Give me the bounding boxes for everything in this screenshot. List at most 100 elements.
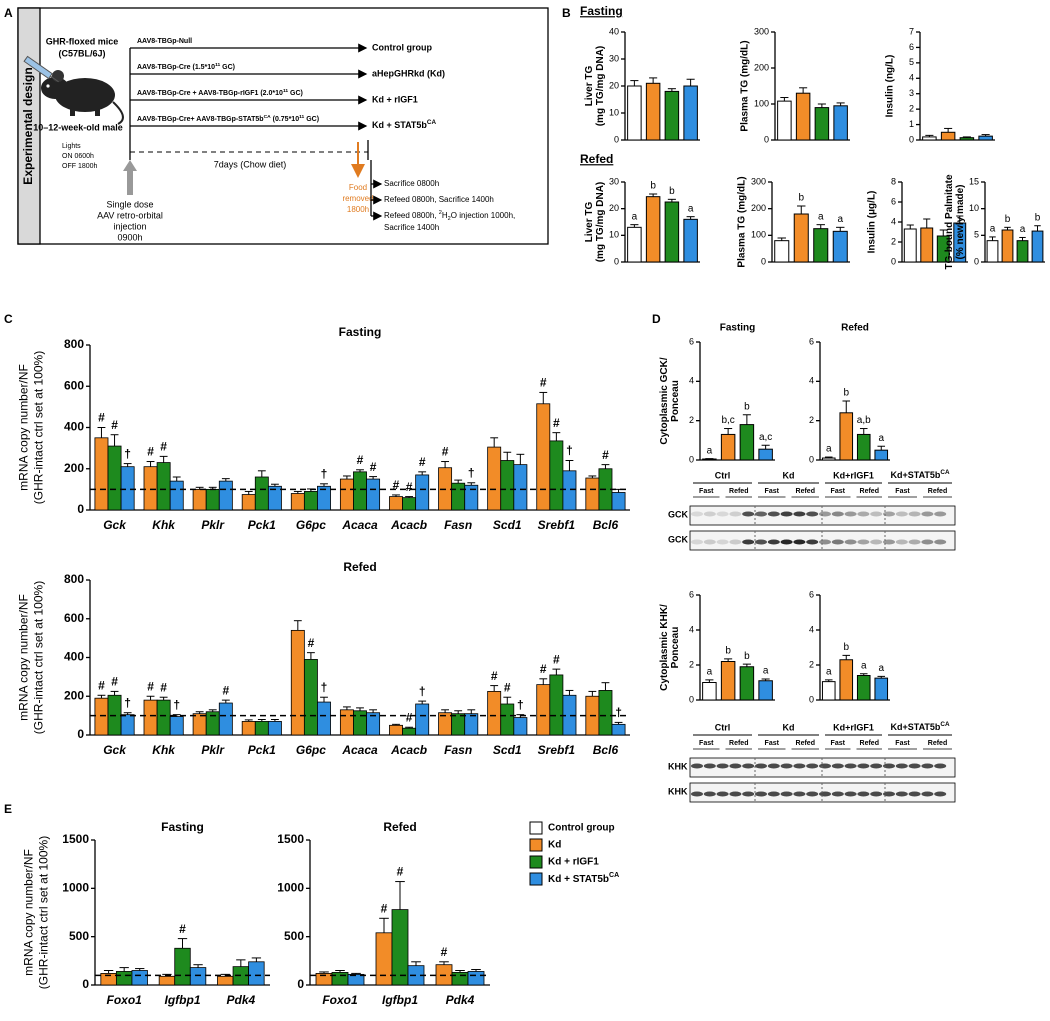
blot-band: [767, 511, 780, 517]
error-bar: [799, 87, 808, 94]
annotation: #: [147, 679, 154, 693]
error-bar: [146, 695, 155, 701]
legend-swatch: [529, 821, 543, 835]
y-tick-label: 100: [754, 98, 769, 108]
bar: [451, 713, 466, 736]
error-bar: [236, 959, 246, 967]
blot-band: [908, 763, 921, 769]
bar: [391, 909, 409, 986]
annotation: #: [540, 376, 547, 390]
error-bar: [441, 461, 450, 468]
blot-band: [729, 539, 742, 545]
error-bar: [319, 971, 329, 974]
blot-band: [870, 791, 883, 797]
error-bar: [667, 198, 676, 202]
bar: [720, 661, 736, 701]
y-tick-label: 4: [689, 376, 694, 386]
bar: [218, 480, 233, 511]
bar: [702, 682, 717, 701]
y-tick-label: 1: [909, 119, 914, 129]
y-tick-label: 0: [689, 454, 694, 464]
blot-band: [716, 539, 729, 545]
bar: [856, 433, 871, 461]
bar: [903, 228, 917, 263]
annotation: #: [381, 901, 388, 915]
blot-band: [691, 791, 703, 797]
y-tick-label: 30: [609, 53, 619, 63]
error-bar: [467, 709, 476, 714]
x-tick-label: Acacb: [390, 518, 427, 532]
error-bar: [1004, 226, 1011, 230]
bar: [683, 218, 698, 263]
error-bar: [97, 694, 106, 699]
blot-band: [857, 539, 870, 545]
annotation: #: [98, 678, 105, 692]
error-bar: [817, 103, 826, 108]
blot-band: [806, 763, 819, 769]
blot-band: [755, 791, 767, 797]
blot-band: [857, 791, 870, 797]
error-bar: [824, 679, 833, 682]
annotation: #: [111, 418, 118, 432]
x-tick-label: Pck1: [248, 743, 276, 757]
blot-band: [883, 539, 895, 545]
x-tick-label: Khk: [152, 518, 176, 532]
bar: [959, 137, 975, 141]
bar: [832, 230, 848, 263]
y-tick-label: 6: [891, 196, 896, 206]
y-tick-label: 0: [77, 727, 84, 741]
error-bar: [649, 193, 658, 197]
x-tick-label: Foxo1: [322, 993, 358, 1007]
x-tick-label: Igfbp1: [165, 993, 201, 1007]
annotation: a: [990, 224, 996, 235]
error-bar: [270, 483, 279, 487]
blot-subgroup: Fast: [831, 488, 846, 495]
blot-band: [780, 791, 793, 797]
annotation: b: [744, 401, 750, 412]
y-tick-label: 20: [609, 80, 619, 90]
blot-band: [729, 511, 742, 517]
blot-band: [742, 763, 755, 769]
annotation: #: [553, 652, 560, 666]
blot-band: [934, 511, 947, 517]
blot-band: [908, 511, 921, 517]
x-tick-label: Pdk4: [226, 993, 255, 1007]
annotation: b: [843, 388, 849, 399]
error-bar: [306, 652, 315, 660]
error-bar: [686, 78, 695, 86]
error-bar: [724, 658, 733, 662]
bar: [115, 971, 133, 986]
y-axis-label: Liver TG: [584, 66, 595, 107]
bar: [254, 721, 269, 736]
annotation: a: [861, 660, 867, 671]
y-axis-label: Insulin (μg/L): [867, 191, 878, 254]
error-bar: [614, 721, 623, 725]
lights-label: ON 0600h: [62, 153, 94, 160]
blot-band: [767, 539, 780, 545]
error-bar: [244, 490, 253, 495]
blot-band: [819, 511, 831, 517]
y-tick-label: 1500: [62, 832, 89, 846]
error-bar: [257, 470, 266, 477]
annotation: a: [763, 666, 769, 677]
annotation: #: [553, 416, 560, 430]
injection-label: 0900h: [117, 232, 142, 242]
error-bar: [923, 218, 931, 228]
x-tick-label: Fasn: [444, 518, 472, 532]
annotation: b: [1035, 212, 1041, 223]
bar: [487, 446, 502, 511]
error-bar: [859, 428, 868, 435]
blot-group: Kd+rIGF1: [833, 722, 874, 732]
annotation: a: [707, 667, 713, 678]
endpoint-label: Refeed 0800h, Sacrifice 1400h: [384, 195, 494, 204]
mouse-label: (C57BL/6J): [58, 48, 105, 58]
x-tick-label: Acaca: [341, 518, 378, 532]
treatment-part: AAV8-TBGp-Cre (1.5*10: [137, 64, 215, 71]
blot-band: [883, 511, 895, 517]
blot-band: [934, 763, 947, 769]
error-bar: [981, 134, 990, 137]
annotation: #: [393, 478, 400, 492]
error-bar: [270, 719, 279, 722]
bar: [549, 674, 564, 736]
legend-label: Control group: [548, 823, 615, 834]
